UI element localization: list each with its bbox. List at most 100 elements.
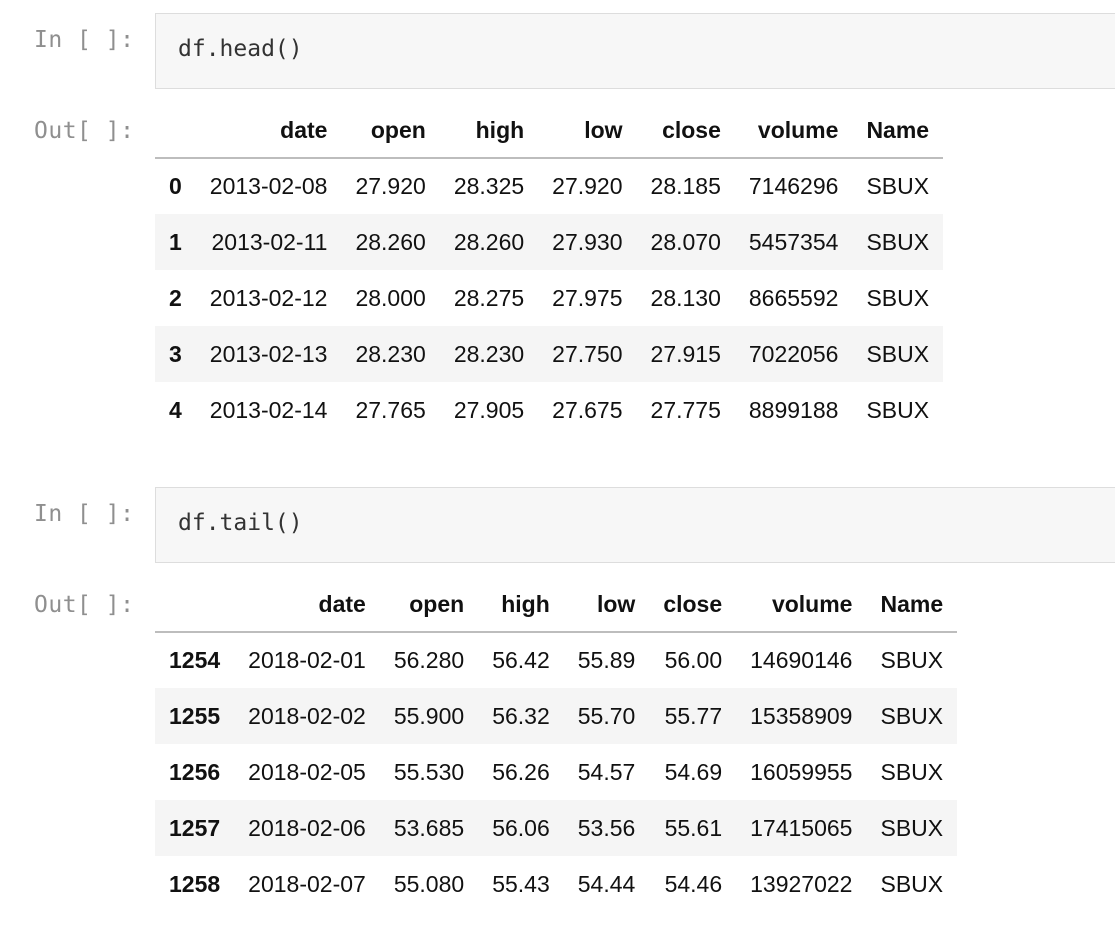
row-index: 1254 xyxy=(169,647,221,673)
cell-name: SBUX xyxy=(866,396,930,423)
cell-high: 28.325 xyxy=(453,173,525,199)
cell-date: 2018-02-01 xyxy=(248,647,366,673)
cell-date: 2013-02-12 xyxy=(209,284,328,311)
table-row: 4 2013-02-14 27.765 27.905 27.675 27.775… xyxy=(155,382,943,438)
cell-high: 56.26 xyxy=(492,758,550,785)
cell-volume: 8665592 xyxy=(748,284,839,311)
code-input-cell[interactable]: df.tail() xyxy=(155,487,1115,563)
cell-open: 27.765 xyxy=(355,396,426,423)
cell-close: 55.61 xyxy=(664,814,723,841)
cell-high: 56.42 xyxy=(492,647,550,673)
cell-name: SBUX xyxy=(866,228,930,255)
cell-open: 28.000 xyxy=(355,284,426,311)
cell-high: 56.06 xyxy=(492,814,550,841)
cell-close: 55.77 xyxy=(664,702,723,729)
column-header-open: open xyxy=(379,577,479,633)
column-header-name: Name xyxy=(852,103,944,159)
column-header-volume: volume xyxy=(734,103,853,159)
index-header xyxy=(155,577,235,633)
cell-close: 28.185 xyxy=(650,173,721,199)
cell-date: 2013-02-14 xyxy=(209,396,328,423)
cell-name: SBUX xyxy=(866,173,930,199)
cell-volume: 8899188 xyxy=(748,396,839,423)
input-prompt: In [ ]: xyxy=(34,501,135,527)
cell-open: 55.900 xyxy=(393,702,465,729)
table-row: 1258 2018-02-07 55.080 55.43 54.44 54.46… xyxy=(155,856,957,912)
table-row: 2 2013-02-12 28.000 28.275 27.975 28.130… xyxy=(155,270,943,326)
cell-name: SBUX xyxy=(880,702,944,729)
table-row: 0 2013-02-08 27.920 28.325 27.920 28.185… xyxy=(155,158,943,214)
cell-high: 27.905 xyxy=(453,396,525,423)
cell-date: 2018-02-05 xyxy=(248,758,366,785)
row-index: 1257 xyxy=(169,814,221,841)
cell-low: 27.750 xyxy=(552,340,623,367)
cell-low: 54.44 xyxy=(577,870,636,897)
cell-high: 28.230 xyxy=(453,340,525,367)
column-header-date: date xyxy=(195,103,342,159)
table-row: 1256 2018-02-05 55.530 56.26 54.57 54.69… xyxy=(155,744,957,800)
table-row: 1257 2018-02-06 53.685 56.06 53.56 55.61… xyxy=(155,800,958,856)
cell-low: 27.675 xyxy=(552,396,623,423)
column-header-close: close xyxy=(636,103,735,159)
cell-high: 28.275 xyxy=(453,284,525,311)
cell-name: SBUX xyxy=(866,340,930,367)
table-row: 1255 2018-02-02 55.900 56.32 55.70 55.77… xyxy=(155,688,958,744)
cell-volume: 13927022 xyxy=(750,870,853,897)
cell-low: 55.70 xyxy=(577,702,636,729)
cell-low: 27.930 xyxy=(552,228,623,255)
table-row: 1254 2018-02-01 56.280 56.42 55.89 56.00… xyxy=(155,632,957,688)
cell-close: 28.130 xyxy=(650,284,721,311)
column-header-open: open xyxy=(341,103,440,159)
cell-close: 54.46 xyxy=(664,870,723,897)
cell-low: 27.920 xyxy=(552,173,623,199)
cell-volume: 7146296 xyxy=(748,173,839,199)
cell-open: 27.920 xyxy=(355,173,426,199)
cell-date: 2018-02-02 xyxy=(248,702,366,729)
cell-volume: 5457354 xyxy=(748,228,839,255)
column-header-close: close xyxy=(649,577,737,633)
column-header-date: date xyxy=(234,577,380,633)
table-row: 1 2013-02-11 28.260 28.260 27.930 28.070… xyxy=(155,214,944,270)
row-index: 1256 xyxy=(169,758,221,785)
cell-date: 2013-02-08 xyxy=(209,173,328,199)
cell-date: 2018-02-06 xyxy=(248,814,366,841)
row-index: 1 xyxy=(169,228,182,255)
cell-open: 55.530 xyxy=(393,758,465,785)
table-header-row: date open high low close volume Name xyxy=(155,103,944,159)
cell-close: 28.070 xyxy=(650,228,721,255)
cell-volume: 7022056 xyxy=(748,340,839,367)
row-index: 1258 xyxy=(169,870,221,897)
cell-volume: 14690146 xyxy=(750,647,853,673)
cell-name: SBUX xyxy=(866,284,930,311)
cell-name: SBUX xyxy=(880,814,944,841)
cell-name: SBUX xyxy=(880,870,944,897)
cell-open: 53.685 xyxy=(393,814,465,841)
cell-low: 55.89 xyxy=(577,647,636,673)
cell-close: 27.915 xyxy=(650,340,721,367)
column-header-high: high xyxy=(439,103,539,159)
input-prompt: In [ ]: xyxy=(34,27,135,53)
cell-open: 28.230 xyxy=(355,340,426,367)
cell-close: 54.69 xyxy=(664,758,723,785)
dataframe-output-table: date open high low close volume Name 125… xyxy=(155,577,958,912)
cell-high: 56.32 xyxy=(492,702,550,729)
index-header xyxy=(155,103,196,159)
cell-high: 55.43 xyxy=(492,870,550,897)
column-header-volume: volume xyxy=(736,577,867,633)
table-header-row: date open high low close volume Name xyxy=(155,577,958,633)
row-index: 2 xyxy=(169,284,182,311)
row-index: 0 xyxy=(169,173,182,199)
cell-open: 55.080 xyxy=(393,870,465,897)
code-text: df.tail() xyxy=(178,510,303,536)
dataframe-output-table: date open high low close volume Name 0 2… xyxy=(155,103,944,438)
cell-low: 27.975 xyxy=(552,284,623,311)
cell-open: 56.280 xyxy=(393,647,465,673)
column-header-low: low xyxy=(563,577,650,633)
row-index: 1255 xyxy=(169,702,221,729)
cell-volume: 17415065 xyxy=(750,814,853,841)
row-index: 4 xyxy=(169,396,182,423)
code-input-cell[interactable]: df.head() xyxy=(155,13,1115,89)
cell-open: 28.260 xyxy=(355,228,426,255)
cell-date: 2013-02-11 xyxy=(211,228,328,255)
row-index: 3 xyxy=(169,340,182,367)
